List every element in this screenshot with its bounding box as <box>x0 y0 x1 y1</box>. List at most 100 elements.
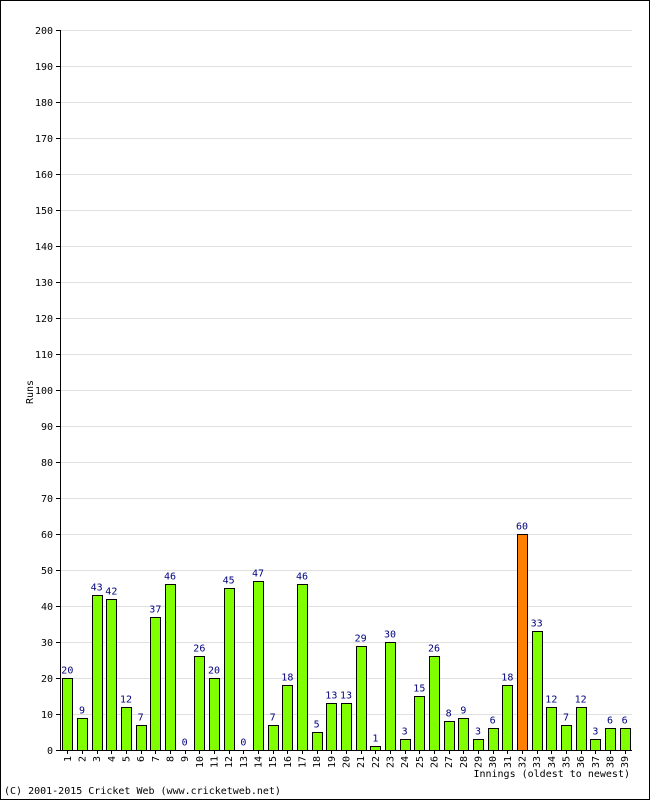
y-tick-label: 180 <box>35 98 53 109</box>
x-tick-label: 9 <box>180 756 191 762</box>
bar <box>620 728 631 751</box>
bar <box>297 584 308 751</box>
data-label: 18 <box>281 673 293 684</box>
bar <box>268 725 279 751</box>
x-tick-label: 26 <box>430 756 441 768</box>
y-tick-label: 100 <box>35 386 53 397</box>
y-tick-label: 140 <box>35 242 53 253</box>
y-axis-title: Runs <box>25 380 36 404</box>
x-tick-label: 23 <box>386 756 397 768</box>
data-label: 12 <box>120 695 132 706</box>
bar <box>473 739 484 751</box>
y-tick-label: 90 <box>41 422 53 433</box>
y-tick-label: 20 <box>41 674 53 685</box>
y-tick-label: 30 <box>41 638 53 649</box>
x-tick-label: 8 <box>166 756 177 762</box>
data-label: 26 <box>428 644 440 655</box>
data-label: 37 <box>149 605 161 616</box>
bar <box>92 595 103 751</box>
copyright-notice: (C) 2001-2015 Cricket Web (www.cricketwe… <box>4 786 281 797</box>
x-tick-label: 38 <box>606 756 617 768</box>
data-label: 26 <box>193 644 205 655</box>
data-label: 46 <box>296 572 308 583</box>
bar <box>253 581 264 751</box>
bar <box>121 707 132 751</box>
x-tick-label: 31 <box>503 756 514 768</box>
x-tick-label: 1 <box>63 756 74 762</box>
x-tick-label: 35 <box>562 756 573 768</box>
bar <box>136 725 147 751</box>
x-tick-label: 21 <box>356 756 367 768</box>
y-tick-label: 40 <box>41 602 53 613</box>
data-label: 0 <box>240 738 246 749</box>
x-tick-label: 10 <box>195 756 206 768</box>
y-tick-label: 70 <box>41 494 53 505</box>
y-tick-label: 150 <box>35 206 53 217</box>
data-label: 9 <box>460 706 466 717</box>
bar <box>370 746 381 751</box>
data-label: 6 <box>490 716 496 727</box>
x-tick-label: 19 <box>327 756 338 768</box>
data-label: 3 <box>475 727 481 738</box>
data-label: 20 <box>61 666 73 677</box>
data-label: 45 <box>223 576 235 587</box>
y-tick-label: 160 <box>35 170 53 181</box>
bar <box>444 721 455 751</box>
x-tick-label: 28 <box>459 756 470 768</box>
data-label: 20 <box>208 666 220 677</box>
y-tick-label: 190 <box>35 62 53 73</box>
x-tick-label: 27 <box>444 756 455 768</box>
data-label: 1 <box>372 734 378 745</box>
bar <box>356 646 367 751</box>
data-label: 6 <box>607 716 613 727</box>
bar <box>546 707 557 751</box>
data-label: 6 <box>622 716 628 727</box>
x-tick-label: 24 <box>400 756 411 768</box>
x-tick-label: 11 <box>210 756 221 768</box>
x-tick-label: 18 <box>312 756 323 768</box>
bar <box>502 685 513 751</box>
x-tick-label: 13 <box>239 756 250 768</box>
bar <box>400 739 411 751</box>
bars <box>62 534 631 751</box>
bar <box>209 678 220 751</box>
x-tick-label: 7 <box>151 756 162 762</box>
data-label: 33 <box>531 619 543 630</box>
bar <box>590 739 601 751</box>
data-label: 47 <box>252 569 264 580</box>
x-tick-label: 12 <box>224 756 235 768</box>
x-tick-label: 20 <box>342 756 353 768</box>
x-tick-label: 6 <box>136 756 147 762</box>
bar <box>341 703 352 751</box>
x-tick-label: 22 <box>371 756 382 768</box>
x-tick-label: 30 <box>488 756 499 768</box>
bar <box>385 642 396 751</box>
y-tick-label: 10 <box>41 710 53 721</box>
y-tick-label: 50 <box>41 566 53 577</box>
y-tick-label: 200 <box>35 26 53 37</box>
y-tick-label: 170 <box>35 134 53 145</box>
y-tick-label: 60 <box>41 530 53 541</box>
data-label: 9 <box>79 706 85 717</box>
data-label: 29 <box>355 634 367 645</box>
y-tick-label: 80 <box>41 458 53 469</box>
bar <box>224 588 235 751</box>
bar <box>561 725 572 751</box>
data-label: 13 <box>340 691 352 702</box>
data-label: 3 <box>402 727 408 738</box>
bar <box>488 728 499 751</box>
data-label: 8 <box>446 709 452 720</box>
bar <box>429 656 440 751</box>
bar <box>77 718 88 751</box>
x-tick-label: 37 <box>591 756 602 768</box>
x-tick-label: 3 <box>92 756 103 762</box>
data-label: 42 <box>105 587 117 598</box>
bar <box>312 732 323 751</box>
x-tick-label: 29 <box>474 756 485 768</box>
x-tick-label: 2 <box>78 756 89 762</box>
data-label: 46 <box>164 572 176 583</box>
bar <box>282 685 293 751</box>
data-label: 12 <box>575 695 587 706</box>
y-axis-ticks: 0 10 20 30 40 50 60 70 80 90 100 110 120 130 140 150 160… <box>35 26 60 757</box>
